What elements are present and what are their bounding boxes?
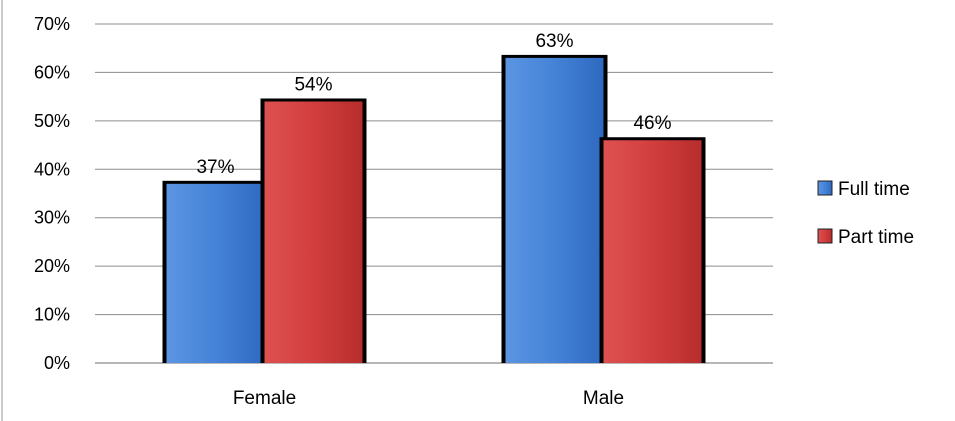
legend: Full time Part time [817, 179, 914, 248]
y-tick-label: 30% [34, 208, 70, 228]
y-tick-label: 40% [34, 159, 70, 179]
data-label: 54% [294, 74, 332, 95]
bars: 37% 54% 63% 46% [162, 31, 706, 364]
legend-label: Full time [838, 179, 910, 200]
legend-swatch [817, 228, 833, 244]
bar-part-time-female [264, 101, 363, 363]
x-category-label: Male [583, 388, 624, 409]
legend-swatch [817, 180, 833, 196]
y-tick-label: 60% [34, 62, 70, 82]
data-label: 46% [633, 113, 671, 134]
y-axis-ticks: 0% 10% 20% 30% 40% 50% 60% 70% [34, 14, 70, 373]
bar-part-time-male [603, 140, 702, 363]
legend-label: Part time [838, 227, 914, 248]
y-tick-label: 50% [34, 111, 70, 131]
bar-full-time-female [166, 183, 265, 363]
y-tick-label: 0% [44, 353, 70, 373]
y-tick-label: 70% [34, 14, 70, 34]
x-category-label: Female [233, 388, 296, 409]
y-tick-label: 10% [34, 305, 70, 325]
x-axis-labels: Female Male [233, 388, 624, 409]
y-tick-label: 20% [34, 256, 70, 276]
bar-full-time-male [505, 57, 604, 364]
data-label: 63% [535, 31, 573, 52]
data-label: 37% [196, 157, 234, 178]
